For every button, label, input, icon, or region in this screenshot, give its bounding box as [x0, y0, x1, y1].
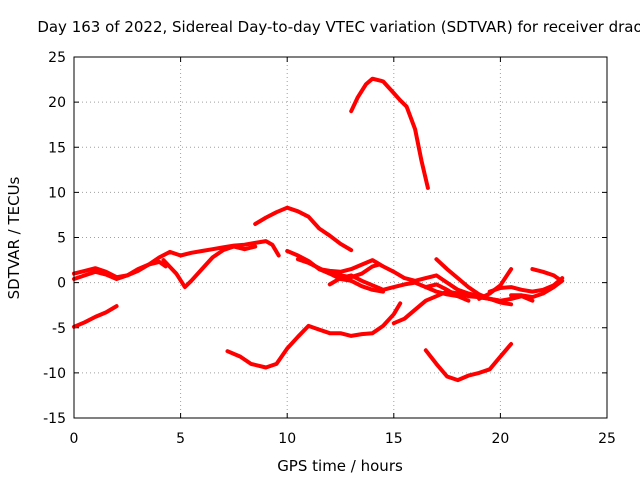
series-line-s10	[349, 76, 430, 190]
series-line-s17	[477, 267, 514, 301]
x-tick-label: 15	[385, 431, 403, 447]
series-line-s18	[509, 278, 565, 300]
x-tick-label: 5	[176, 431, 185, 447]
y-tick-label: 10	[48, 185, 66, 201]
y-tick-label: 5	[57, 231, 66, 247]
series-line-s19	[530, 267, 563, 282]
series-line-s4	[72, 304, 119, 329]
series-group	[72, 76, 565, 383]
y-tick-label: -10	[43, 366, 66, 382]
axis-ticks: 0 5 10 15 20 25 -15 -10 -5 0 5 10 15 20 25	[43, 50, 616, 447]
chart-title: Day 163 of 2022, Sidereal Day-to-day VTE…	[37, 18, 640, 36]
x-tick-label: 0	[70, 431, 79, 447]
y-tick-label: 20	[48, 95, 66, 111]
series-line-s14	[225, 301, 403, 370]
x-tick-label: 10	[278, 431, 296, 447]
x-tick-label: 25	[598, 431, 616, 447]
series-line-s15	[423, 342, 514, 383]
x-axis-label: GPS time / hours	[277, 457, 403, 475]
series-line-s3	[161, 244, 258, 290]
x-tick-label: 20	[491, 431, 509, 447]
series-line-s12	[423, 282, 471, 303]
grid	[74, 57, 607, 418]
y-axis-label: SDTVAR / TECUs	[5, 176, 23, 299]
y-tick-label: 15	[48, 140, 66, 156]
y-tick-label: -5	[52, 321, 66, 337]
plot-frame	[73, 56, 608, 419]
y-tick-label: -15	[43, 411, 66, 427]
series-line-s13	[434, 257, 514, 307]
series-line-s5	[253, 205, 354, 253]
y-tick-label: 0	[57, 276, 66, 292]
series-line-s1	[72, 239, 281, 280]
series-line-s11	[391, 289, 492, 326]
y-tick-label: 25	[48, 50, 66, 66]
series-line-s2	[72, 259, 168, 281]
